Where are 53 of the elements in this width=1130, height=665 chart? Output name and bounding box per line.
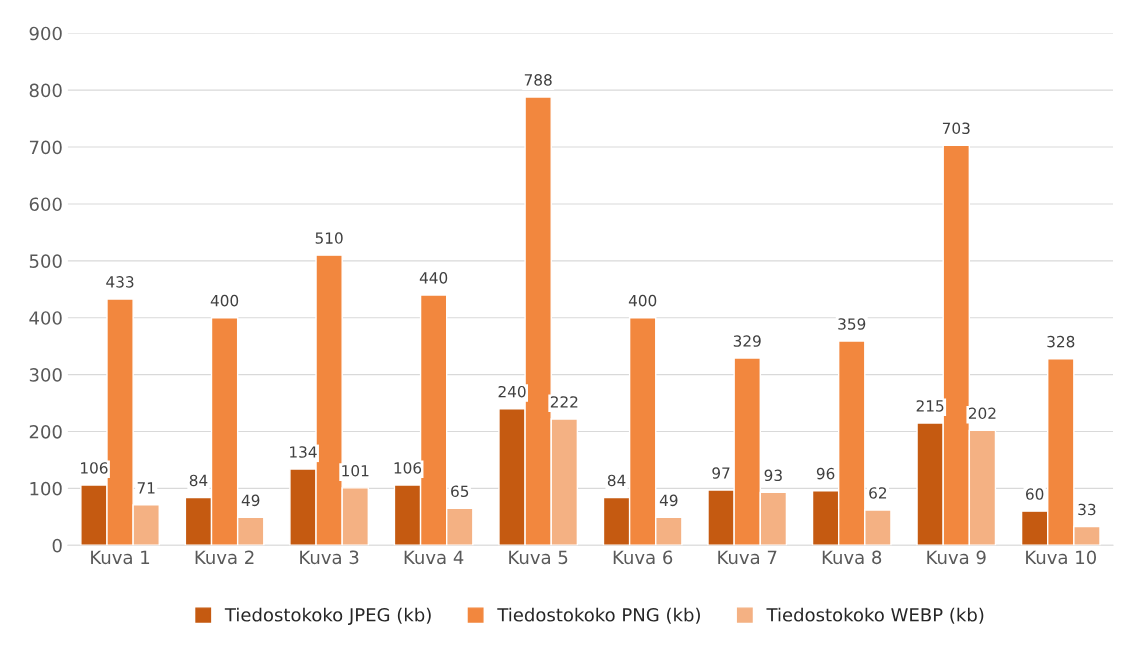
data-label: 440	[419, 272, 448, 284]
x-tick-label: Kuva 9	[927, 550, 986, 565]
x-tick-label: Kuva 4	[404, 550, 464, 565]
data-label: 49	[241, 494, 260, 507]
x-tick-label: Kuva 8	[822, 550, 882, 565]
x-tick-label: Kuva 1	[91, 550, 150, 565]
y-tick-label: 500	[29, 254, 62, 268]
data-label: 33	[1078, 503, 1096, 516]
data-label: 202	[968, 407, 996, 420]
data-label: 703	[942, 122, 970, 135]
x-tick-label: Kuva 7	[718, 550, 777, 565]
legend-label: Tiedostokoko WEBP (kb)	[766, 607, 984, 624]
x-tick-label: Kuva 6	[613, 550, 673, 565]
data-label: 101	[342, 464, 369, 477]
y-tick-label: 700	[29, 140, 62, 155]
data-label: 510	[315, 232, 343, 244]
y-tick-label: 800	[29, 83, 62, 98]
data-label: 106	[394, 462, 422, 474]
data-label: 60	[1026, 488, 1044, 500]
data-label: 400	[628, 294, 657, 307]
data-label: 240	[498, 385, 526, 398]
data-label: 97	[712, 467, 730, 479]
data-label: 215	[916, 400, 944, 412]
data-label: 433	[106, 276, 134, 288]
data-label: 84	[607, 474, 626, 487]
data-label: 328	[1047, 335, 1075, 348]
y-tick-label: 600	[29, 197, 62, 212]
x-tick-label: Kuva 10	[1026, 550, 1097, 565]
data-label: 84	[189, 474, 208, 487]
legend-label: Tiedostokoko JPEG (kb)	[224, 607, 431, 625]
data-label: 71	[137, 482, 155, 494]
data-label: 329	[733, 335, 761, 347]
data-label: 222	[550, 396, 578, 408]
data-label: 359	[838, 318, 866, 330]
x-tick-label: Kuva 2	[195, 550, 254, 565]
data-label: 62	[869, 487, 887, 499]
y-tick-label: 100	[30, 481, 62, 496]
legend-label: Tiedostokoko PNG (kb)	[497, 607, 700, 624]
data-label: 134	[290, 446, 317, 458]
data-label: 96	[816, 467, 835, 480]
x-tick-label: Kuva 3	[300, 550, 359, 565]
data-label: 65	[451, 485, 469, 498]
y-tick-label: 400	[29, 311, 62, 325]
y-tick-label: 900	[29, 26, 62, 41]
data-label: 106	[81, 462, 108, 474]
y-tick-label: 0	[52, 538, 62, 553]
data-label: 788	[524, 74, 552, 86]
data-label: 49	[659, 494, 678, 507]
x-tick-label: Kuva 5	[509, 550, 568, 565]
y-tick-label: 200	[29, 424, 62, 439]
data-label: 93	[764, 469, 782, 482]
data-label: 400	[210, 294, 239, 307]
y-tick-label: 300	[29, 368, 62, 382]
